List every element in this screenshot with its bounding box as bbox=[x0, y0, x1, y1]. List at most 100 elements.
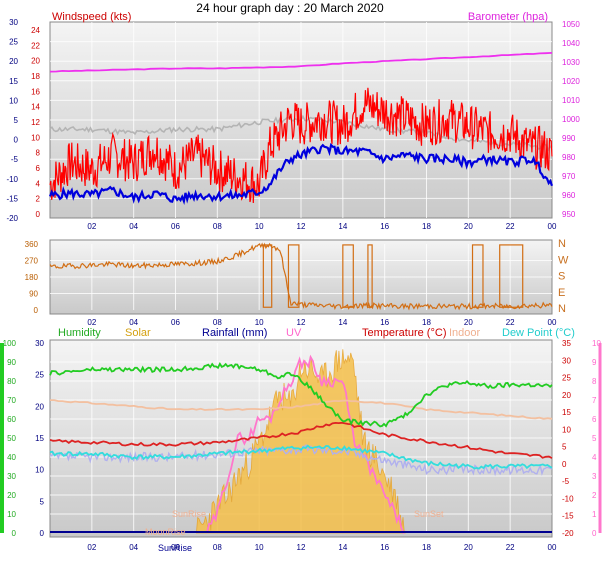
x-tick-panel2: 12 bbox=[297, 318, 306, 327]
x-tick-panel2: 10 bbox=[255, 318, 264, 327]
humidity-tick: 90 bbox=[7, 358, 16, 367]
baro-tick: 1000 bbox=[562, 115, 580, 124]
temp-outer-tick: 0 bbox=[562, 460, 567, 469]
wind-inner-tick: 6 bbox=[36, 164, 41, 173]
legend-humidity: Humidity bbox=[58, 327, 101, 339]
uv-tick: 0 bbox=[592, 529, 597, 538]
uv-tick: 6 bbox=[592, 415, 597, 424]
x-tick-panel3: 18 bbox=[422, 543, 431, 552]
baro-tick: 960 bbox=[562, 191, 576, 200]
barometer-axis-label: Barometer (hpa) bbox=[468, 11, 548, 23]
series-temperature bbox=[49, 421, 553, 459]
annotation-sunrise: SunRise bbox=[172, 509, 206, 519]
compass-tick: W bbox=[558, 254, 569, 266]
baro-tick: 950 bbox=[562, 210, 576, 219]
humidity-tick: 50 bbox=[7, 434, 16, 443]
temp-inner-tick: 20 bbox=[35, 402, 44, 411]
uv-tick: 1 bbox=[592, 510, 597, 519]
wind-inner-tick: 0 bbox=[36, 210, 41, 219]
x-tick-panel1: 18 bbox=[422, 222, 431, 231]
x-tick-panel3: 02 bbox=[87, 543, 96, 552]
uv-tick: 9 bbox=[592, 358, 597, 367]
baro-tick: 970 bbox=[562, 172, 576, 181]
wind-outer-tick: 5 bbox=[14, 116, 19, 125]
temp-outer-tick: 10 bbox=[562, 425, 571, 434]
x-tick-panel1: 00 bbox=[548, 222, 557, 231]
annotation-sunset: SunSet bbox=[414, 509, 444, 519]
temp-inner-tick: 5 bbox=[40, 497, 45, 506]
compass-tick: N bbox=[558, 303, 566, 315]
wind-outer-tick: -20 bbox=[6, 214, 18, 223]
temp-outer-tick: -5 bbox=[562, 477, 570, 486]
wind-inner-tick: 2 bbox=[36, 195, 41, 204]
wind-direction-swing bbox=[499, 244, 524, 308]
humidity-tick: 0 bbox=[12, 529, 17, 538]
series-solar bbox=[195, 349, 406, 534]
x-tick-panel3: 00 bbox=[548, 543, 557, 552]
uv-tick: 3 bbox=[592, 472, 597, 481]
x-tick-panel1: 10 bbox=[255, 222, 264, 231]
baro-tick: 1010 bbox=[562, 96, 580, 105]
series-humidity bbox=[49, 362, 553, 428]
x-tick-panel3: 06 bbox=[171, 543, 180, 552]
wind-inner-tick: 22 bbox=[31, 41, 40, 50]
baro-tick: 980 bbox=[562, 153, 576, 162]
temp-outer-tick: -10 bbox=[562, 494, 574, 503]
legend-solar: Solar bbox=[125, 327, 151, 339]
x-tick-panel2: 04 bbox=[129, 318, 138, 327]
uv-tick: 10 bbox=[592, 339, 601, 348]
wind-inner-tick: 14 bbox=[31, 103, 40, 112]
humidity-tick: 80 bbox=[7, 377, 16, 386]
wind-direction-swing bbox=[287, 244, 300, 308]
humidity-tick: 60 bbox=[7, 415, 16, 424]
x-tick-panel2: 08 bbox=[213, 318, 222, 327]
temp-inner-tick: 25 bbox=[35, 371, 44, 380]
wind-outer-tick: 20 bbox=[9, 57, 18, 66]
series-layer bbox=[48, 52, 554, 535]
direction-tick: 0 bbox=[34, 306, 39, 315]
legend-uv: UV bbox=[286, 327, 302, 339]
legend-temperature: Temperature (°C) bbox=[362, 327, 446, 339]
temp-outer-tick: 20 bbox=[562, 391, 571, 400]
uv-tick: 7 bbox=[592, 396, 597, 405]
x-tick-panel3: 12 bbox=[297, 543, 306, 552]
annotation-moonrise: MoonRise bbox=[145, 527, 186, 537]
x-tick-panel2: 16 bbox=[380, 318, 389, 327]
humidity-tick: 100 bbox=[3, 339, 17, 348]
x-tick-panel2: 06 bbox=[171, 318, 180, 327]
wind-inner-tick: 18 bbox=[31, 72, 40, 81]
wind-outer-tick: 0 bbox=[14, 136, 19, 145]
series-purple-line bbox=[49, 444, 553, 477]
compass-tick: E bbox=[558, 287, 565, 299]
direction-tick: 270 bbox=[25, 257, 39, 266]
wind-inner-tick: 12 bbox=[31, 118, 40, 127]
wind-inner-tick: 4 bbox=[36, 179, 41, 188]
wind-direction-swing bbox=[367, 244, 373, 308]
compass-tick: S bbox=[558, 271, 565, 283]
temp-outer-tick: 5 bbox=[562, 443, 567, 452]
temp-inner-tick: 0 bbox=[40, 529, 45, 538]
baro-tick: 1020 bbox=[562, 77, 580, 86]
temp-outer-tick: 35 bbox=[562, 339, 571, 348]
legend-dew-point: Dew Point (°C) bbox=[502, 327, 575, 339]
wind-outer-tick: 15 bbox=[9, 77, 18, 86]
temp-outer-tick: 15 bbox=[562, 408, 571, 417]
legend-indoor: Indoor bbox=[449, 327, 481, 339]
wind-inner-tick: 10 bbox=[31, 133, 40, 142]
wind-outer-tick: 25 bbox=[9, 38, 18, 47]
x-tick-panel1: 04 bbox=[129, 222, 138, 231]
x-tick-panel2: 14 bbox=[338, 318, 347, 327]
x-tick-panel1: 12 bbox=[297, 222, 306, 231]
wind-inner-tick: 20 bbox=[31, 57, 40, 66]
direction-tick: 90 bbox=[29, 290, 38, 299]
wind-outer-tick: -5 bbox=[11, 155, 19, 164]
x-tick-panel2: 22 bbox=[506, 318, 515, 327]
humidity-tick: 30 bbox=[7, 472, 16, 481]
x-tick-panel3: 22 bbox=[506, 543, 515, 552]
baro-tick: 1040 bbox=[562, 39, 580, 48]
annotation-sunrise-bottom: SunRise bbox=[158, 543, 192, 553]
humidity-tick: 70 bbox=[7, 396, 16, 405]
compass-tick: N bbox=[558, 238, 566, 250]
temp-inner-tick: 15 bbox=[35, 434, 44, 443]
chart-title: 24 hour graph day : 20 March 2020 bbox=[196, 1, 384, 15]
